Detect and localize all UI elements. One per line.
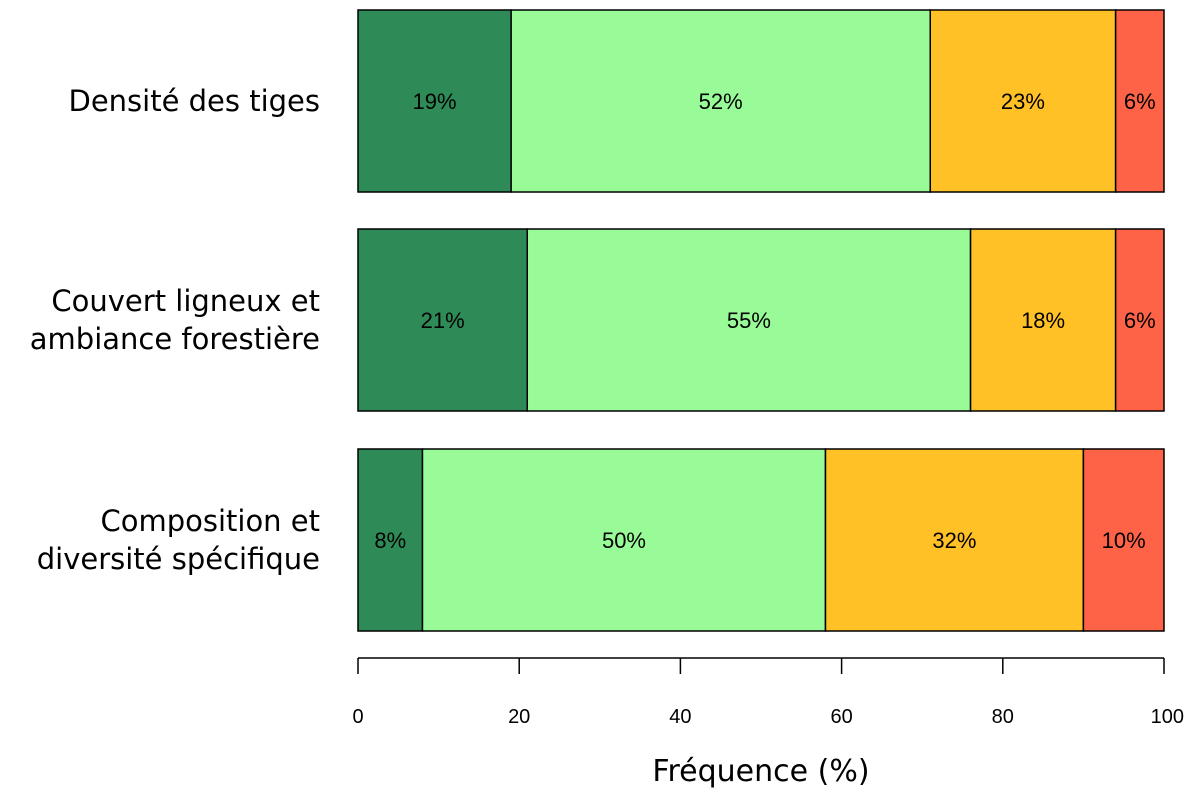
bar-value-label: 23%: [1001, 89, 1045, 114]
bar-segment: [526, 228, 972, 412]
bar-value-label: 21%: [421, 308, 465, 333]
bar-segment: [357, 9, 512, 193]
x-tick-label: 80: [992, 706, 1014, 728]
bar-value-label: 10%: [1102, 528, 1146, 553]
category-label: ambiance forestière: [30, 322, 320, 356]
bar-value-label: 8%: [374, 528, 406, 553]
bar-segment: [357, 228, 529, 412]
x-tick-label: 40: [669, 706, 691, 728]
bar-value-label: 19%: [413, 89, 457, 114]
bar-segment: [969, 228, 1117, 412]
category-label: Composition et: [100, 504, 320, 538]
category-labels-layer: Densité des tiges Couvert ligneux et ambia…: [30, 84, 320, 576]
x-tick-label: 0: [352, 706, 363, 728]
category-label: diversité spécifique: [37, 542, 320, 576]
bar-value-label: 6%: [1124, 308, 1156, 333]
category-label: Couvert ligneux et: [51, 284, 320, 318]
bar-value-label: 55%: [727, 308, 771, 333]
x-axis: 0 20 40 60 80 100: [352, 657, 1184, 728]
bar-segment: [929, 9, 1117, 193]
bar-segment: [357, 448, 424, 632]
bar-segment: [421, 448, 827, 632]
category-label: Densité des tiges: [68, 84, 320, 118]
bar-value-label: 18%: [1021, 308, 1065, 333]
x-tick-label: 20: [508, 706, 530, 728]
bar-segment: [1082, 448, 1165, 632]
bar-value-label: 6%: [1124, 89, 1156, 114]
bar-segment: [510, 9, 932, 193]
x-axis-title: Fréquence (%): [652, 754, 869, 789]
bar-segment: [1114, 9, 1165, 193]
x-tick-label: 100: [1151, 706, 1184, 728]
bar-segment: [1114, 228, 1165, 412]
bar-value-label: 50%: [602, 528, 646, 553]
bar-value-label: 32%: [932, 528, 976, 553]
x-tick-label: 60: [830, 706, 852, 728]
bars-layer: 19% 52% 23% 6% 21% 55% 18% 6% 8% 50% 32% 10%: [357, 9, 1165, 632]
bar-value-label: 52%: [699, 89, 743, 114]
